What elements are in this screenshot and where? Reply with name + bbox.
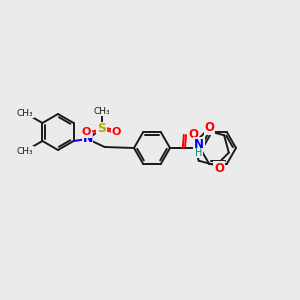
Text: O: O [205,121,215,134]
Text: O: O [214,162,224,175]
Text: O: O [112,127,121,137]
Text: N: N [194,137,204,151]
Text: O: O [188,128,198,142]
Text: CH₃: CH₃ [17,146,33,155]
Text: H: H [195,148,203,158]
Text: CH₃: CH₃ [17,109,33,118]
Text: N: N [82,133,93,146]
Text: CH₃: CH₃ [93,106,110,116]
Text: O: O [82,127,91,137]
Text: S: S [97,122,106,136]
